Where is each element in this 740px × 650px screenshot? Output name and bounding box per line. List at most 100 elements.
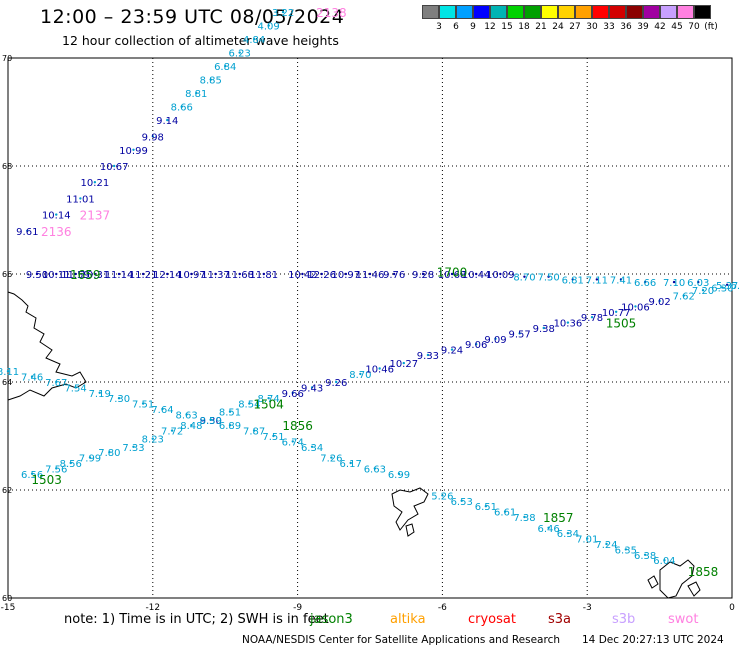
wave-height-label: 7.38: [513, 513, 535, 524]
scale-swatch: [677, 5, 694, 19]
pass-time-label: 1505: [606, 317, 637, 331]
wave-height-label: 8.23: [142, 435, 164, 446]
lat-axis-label: 66: [2, 270, 12, 279]
lon-axis-label: -6: [438, 603, 447, 613]
track-point: [320, 272, 323, 276]
timestamp-text: 14 Dec 20:27:13 UTC 2024: [582, 634, 724, 646]
wave-height-label: 7.72: [161, 427, 183, 438]
wave-height-label: 9.98: [142, 132, 164, 143]
wave-height-label: 9.28: [412, 270, 434, 281]
wave-height-label: 10.11: [42, 270, 71, 281]
wave-height-label: 8.48: [180, 421, 202, 432]
track-point: [595, 278, 599, 281]
track-point: [643, 280, 647, 284]
track-point: [281, 10, 285, 14]
track-point: [547, 275, 550, 278]
scale-swatch: [694, 5, 711, 19]
scale-tick-label: (ft): [704, 22, 718, 32]
track-point: [190, 424, 193, 427]
wave-height-label: 7.11: [586, 275, 608, 286]
wave-height-label: 7.51: [262, 432, 284, 443]
track-point: [272, 434, 275, 438]
track-point: [117, 397, 121, 400]
wave-height-label: 10.06: [621, 302, 650, 313]
track-point: [672, 280, 676, 284]
track-point: [170, 429, 174, 432]
wave-height-label: 8.70: [349, 370, 371, 381]
wave-height-label: 11.81: [249, 270, 278, 281]
track-point: [359, 372, 362, 376]
track-point: [474, 272, 478, 276]
track-point: [112, 164, 116, 168]
scale-swatch: [643, 5, 660, 19]
wave-height-label: 7.24: [595, 540, 617, 551]
track-point: [291, 440, 294, 443]
track-point: [301, 272, 304, 276]
wave-height-label: 6.17: [340, 459, 362, 470]
track-point: [523, 515, 526, 519]
track-point: [55, 467, 58, 470]
lat-axis-label: 62: [2, 486, 12, 495]
track-point: [238, 51, 241, 54]
track-point: [614, 310, 618, 313]
track-point: [523, 275, 526, 278]
scale-tick-label: 24: [552, 22, 564, 32]
wave-height-label: 10.09: [486, 270, 515, 281]
scale-swatch: [422, 5, 439, 19]
wave-height-label: 11.21: [129, 270, 158, 281]
track-point: [30, 375, 34, 378]
wave-height-label: 8.70: [513, 273, 535, 284]
track-point: [30, 472, 34, 475]
legend-item-altika: altika: [390, 612, 426, 627]
lon-axis-label: -12: [145, 603, 160, 613]
track-point: [228, 410, 232, 413]
track-point: [69, 461, 72, 465]
wave-height-label: 10.44: [462, 270, 491, 281]
wave-height-label: 6.99: [388, 470, 410, 481]
track-point: [141, 402, 145, 405]
wave-height-label: 7.99: [79, 454, 101, 465]
wave-height-label: 11.59: [61, 270, 90, 281]
coastline: [647, 575, 659, 589]
wave-height-label: 9.50: [26, 270, 48, 281]
legend-item-s3a: s3a: [548, 612, 572, 627]
track-point: [310, 445, 314, 448]
wave-height-label: 9.38: [533, 324, 555, 335]
scale-tick-label: 39: [637, 22, 649, 32]
wave-height-label: 7.51: [132, 400, 154, 411]
wave-height-label: 9.06: [465, 340, 487, 351]
track-point: [658, 299, 661, 303]
track-point: [697, 280, 700, 284]
scale-tick-label: 33: [603, 22, 615, 32]
wave-height-label: 9.33: [417, 351, 439, 362]
pass-time-label: 1700: [437, 265, 468, 279]
track-point: [397, 472, 401, 475]
wave-height-label: 7.62: [673, 292, 695, 303]
scale-tick-label: 45: [671, 22, 683, 32]
lat-axis-label: 64: [2, 378, 12, 387]
track-point: [330, 456, 333, 459]
track-point: [494, 337, 497, 340]
scale-swatch: [660, 5, 677, 19]
wave-height-label: 7.10: [663, 278, 685, 289]
wave-height-label: 9.57: [508, 329, 530, 340]
track-point: [185, 413, 188, 416]
wave-height-label: 10.77: [602, 308, 631, 319]
wave-height-label: 7.26: [320, 454, 342, 465]
wave-height-label: 11.46: [356, 270, 385, 281]
wave-height-label: 10.36: [554, 319, 583, 330]
track-point: [566, 321, 570, 324]
wave-height-label: 9.26: [325, 378, 347, 389]
lat-axis-label: 60: [2, 594, 12, 603]
track-point: [166, 118, 169, 122]
coastline: [391, 487, 429, 531]
coastline: [687, 581, 701, 597]
lon-axis-label: -3: [583, 603, 592, 613]
scale-swatch: [575, 5, 592, 19]
track-point: [55, 213, 58, 216]
scale-tick-label: 3: [436, 22, 442, 32]
track-point: [26, 229, 29, 232]
scale-tick-label: 18: [518, 22, 530, 32]
track-point: [132, 445, 135, 448]
pass-time-label: 1857: [543, 511, 574, 525]
